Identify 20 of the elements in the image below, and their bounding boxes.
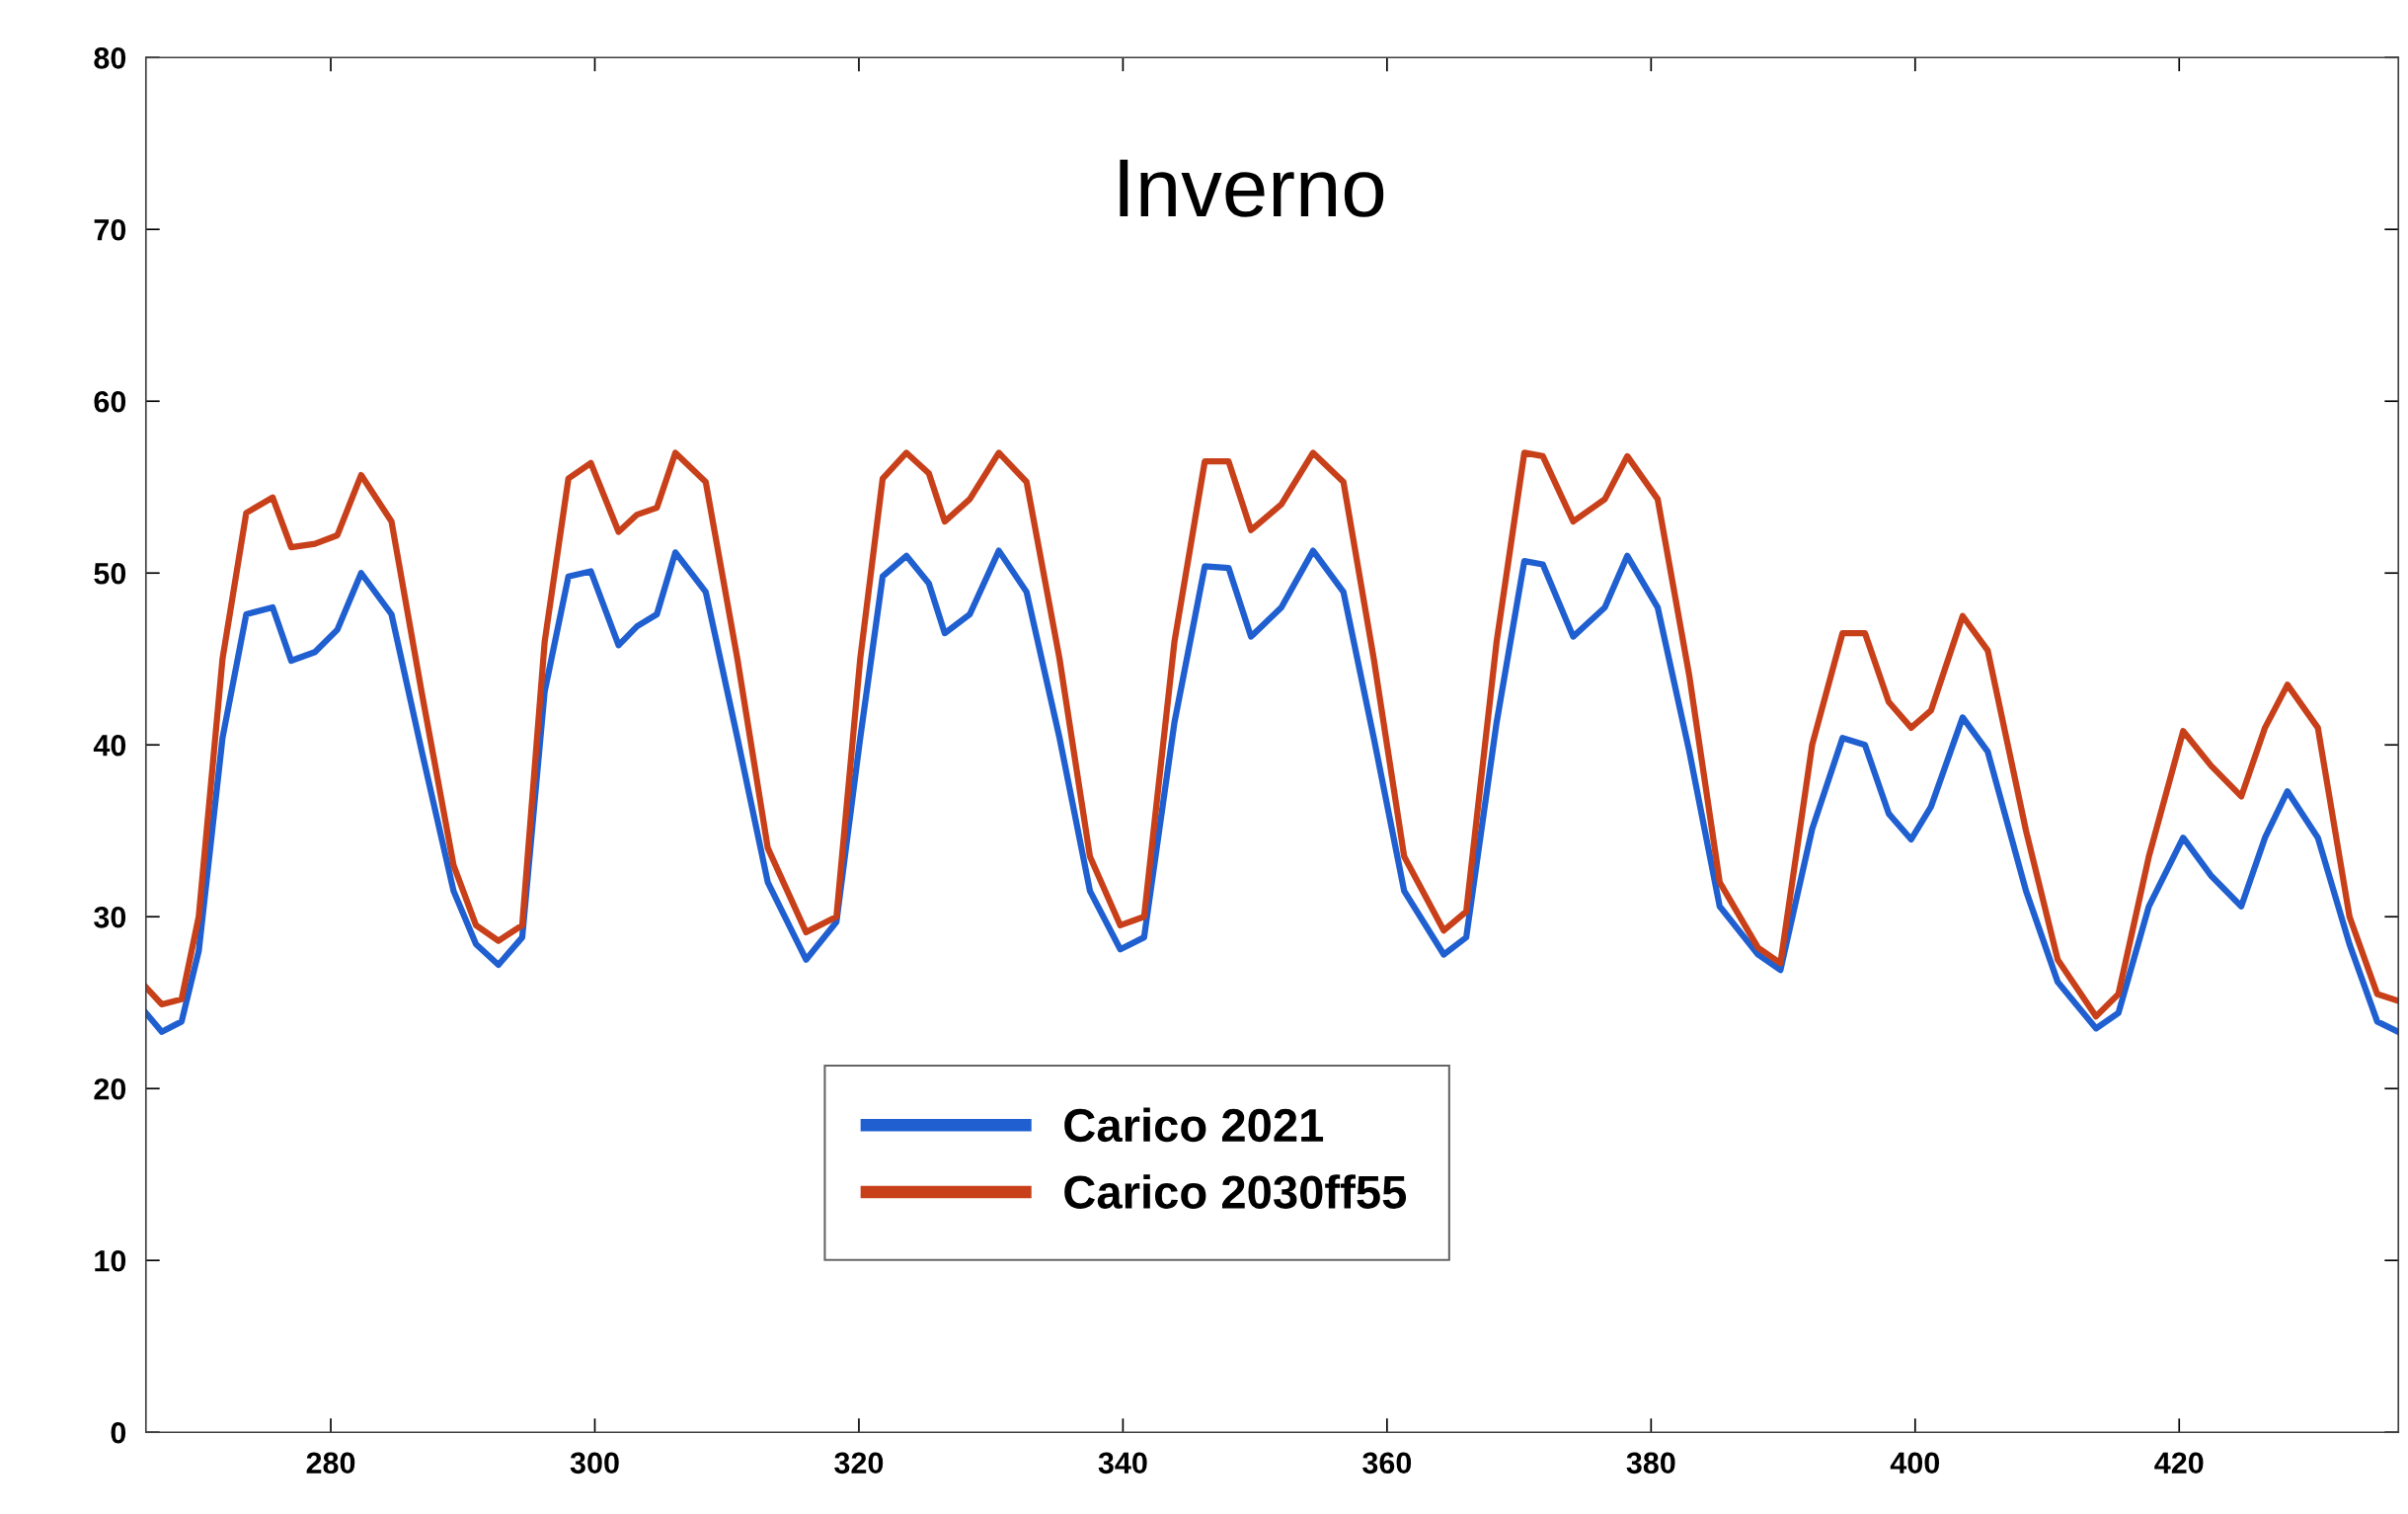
y-tick-label: 30 bbox=[94, 906, 126, 928]
y-tick-label: 20 bbox=[94, 1077, 126, 1100]
x-tick-label: 400 bbox=[1890, 1452, 1940, 1474]
legend-label: Carico 2021 bbox=[1064, 1107, 1324, 1143]
y-tick-label: 50 bbox=[94, 562, 126, 585]
x-tick-label: 320 bbox=[834, 1452, 884, 1474]
y-tick-label: 70 bbox=[94, 218, 126, 241]
x-tick-label: 380 bbox=[1626, 1452, 1675, 1474]
y-tick-label: 60 bbox=[94, 390, 126, 413]
y-tick-label: 80 bbox=[94, 46, 126, 69]
x-tick-label: 280 bbox=[306, 1452, 355, 1474]
text: Inverno bbox=[1120, 159, 1384, 217]
y-tick-label: 0 bbox=[111, 1421, 126, 1444]
x-tick-label: 300 bbox=[570, 1452, 619, 1474]
y-tick-label: 10 bbox=[95, 1249, 126, 1272]
x-tick-label: 340 bbox=[1098, 1452, 1147, 1474]
x-tick-label: 360 bbox=[1362, 1452, 1412, 1474]
x-tick-label: 420 bbox=[2154, 1452, 2204, 1474]
y-tick-label: 40 bbox=[93, 734, 126, 757]
legend-label: Carico 2030ff55 bbox=[1064, 1174, 1407, 1209]
